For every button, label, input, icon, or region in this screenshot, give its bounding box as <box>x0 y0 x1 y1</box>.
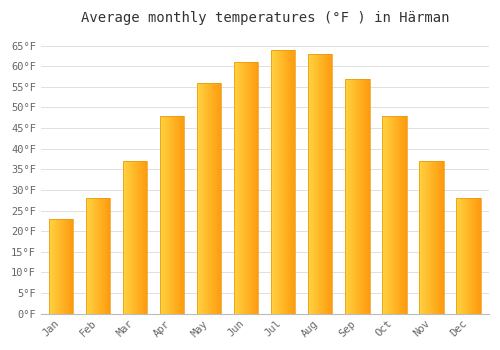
Bar <box>308 54 332 314</box>
Title: Average monthly temperatures (°F ) in Härman: Average monthly temperatures (°F ) in Hä… <box>80 11 449 25</box>
Bar <box>86 198 110 314</box>
Bar <box>234 62 258 314</box>
Bar <box>420 161 444 314</box>
Bar <box>382 116 406 314</box>
Bar <box>346 79 370 314</box>
Bar <box>124 161 148 314</box>
Bar <box>160 116 184 314</box>
Bar <box>198 83 222 314</box>
Bar <box>456 198 480 314</box>
Bar <box>272 50 295 314</box>
Bar <box>50 219 74 314</box>
